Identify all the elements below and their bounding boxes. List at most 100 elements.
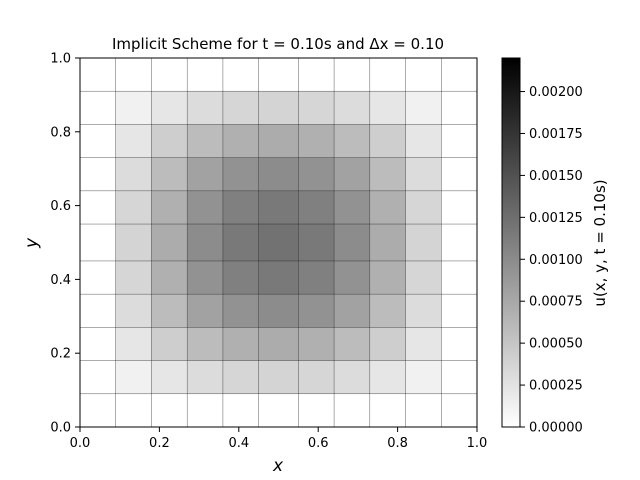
heatmap-cell <box>115 224 152 261</box>
heatmap-cell <box>405 260 442 295</box>
colorbar-tick-label: 0.00125 <box>529 211 583 226</box>
heatmap-cell <box>405 393 442 427</box>
heatmap-cell <box>258 190 299 225</box>
heatmap-cell <box>115 124 152 158</box>
heatmap-cell <box>258 260 299 295</box>
heatmap-cell <box>115 327 152 361</box>
heatmap-cell <box>80 327 116 361</box>
heatmap-cell <box>258 224 299 261</box>
heatmap-cell <box>298 327 335 361</box>
heatmap-cell <box>151 393 188 427</box>
heatmap-cell <box>334 327 370 361</box>
colorbar-tick-label: 0.00075 <box>529 295 583 310</box>
heatmap-cell <box>222 190 259 225</box>
x-tick-label: 0.8 <box>387 436 408 451</box>
heatmap-cell <box>334 124 370 158</box>
heatmap-cell <box>369 260 406 295</box>
heatmap-cell <box>405 124 442 158</box>
y-tick-label: 0.4 <box>50 273 71 288</box>
heatmap-cell <box>369 360 406 394</box>
heatmap-cell <box>222 294 259 328</box>
heatmap-cell <box>334 224 370 261</box>
heatmap-cell <box>258 360 299 394</box>
heatmap-cell <box>405 360 442 394</box>
heatmap-cell <box>222 58 259 92</box>
heatmap-cell <box>369 157 406 191</box>
heatmap-cell <box>222 224 259 261</box>
heatmap-cell <box>187 157 223 191</box>
heatmap-cell <box>405 190 442 225</box>
heatmap-cell <box>80 224 116 261</box>
heatmap-cell <box>369 294 406 328</box>
heatmap-cell <box>369 190 406 225</box>
heatmap-cells <box>80 58 477 427</box>
heatmap-cell <box>405 91 442 125</box>
heatmap-cell <box>151 260 188 295</box>
heatmap-cell <box>187 91 223 125</box>
heatmap-cell <box>222 124 259 158</box>
y-tick-label: 0.6 <box>50 199 71 214</box>
heatmap-cell <box>441 294 477 328</box>
heatmap-cell <box>187 224 223 261</box>
heatmap-cell <box>405 58 442 92</box>
colorbar <box>501 57 521 428</box>
heatmap-cell <box>222 157 259 191</box>
heatmap-cell <box>369 327 406 361</box>
heatmap-cell <box>298 393 335 427</box>
heatmap-cell <box>151 327 188 361</box>
heatmap-cell <box>369 393 406 427</box>
heatmap-cell <box>298 360 335 394</box>
heatmap-cell <box>151 157 188 191</box>
colorbar-tick-label: 0.00050 <box>529 337 583 352</box>
y-axis-label: y <box>22 237 42 249</box>
heatmap-cell <box>334 260 370 295</box>
x-tick-label: 0.2 <box>149 436 170 451</box>
heatmap-cell <box>258 124 299 158</box>
plot-frame <box>79 57 478 428</box>
heatmap-cell <box>151 224 188 261</box>
y-tick-label: 1.0 <box>50 52 71 67</box>
heatmap-cell <box>298 224 335 261</box>
heatmap-cell <box>258 327 299 361</box>
heatmap-cell <box>187 294 223 328</box>
x-tick-label: 0.6 <box>308 436 329 451</box>
y-axis: 0.0 0.2 0.4 0.6 0.8 1.0 <box>50 52 80 436</box>
x-tick-label: 0.4 <box>228 436 249 451</box>
heatmap-cell <box>187 190 223 225</box>
colorbar-tick-label: 0.00000 <box>529 421 583 436</box>
heatmap-cell <box>80 157 116 191</box>
colorbar-label: u(x, y, t = 0.10s) <box>591 179 609 306</box>
y-tick-label: 0.8 <box>50 125 71 140</box>
heatmap-cell <box>151 360 188 394</box>
heatmap-cell <box>298 124 335 158</box>
heatmap-cell <box>187 393 223 427</box>
heatmap-cell <box>405 157 442 191</box>
heatmap-cell <box>334 360 370 394</box>
heatmap-cell <box>115 294 152 328</box>
colorbar-ticks: 0.00000 0.00025 0.00050 0.00075 0.00100 0.001… <box>520 85 583 436</box>
heatmap-cell <box>80 393 116 427</box>
heatmap-cell <box>151 91 188 125</box>
heatmap-cell <box>115 157 152 191</box>
heatmap-cell <box>222 393 259 427</box>
heatmap-cell <box>369 224 406 261</box>
heatmap-cell <box>258 58 299 92</box>
heatmap-cell <box>187 327 223 361</box>
heatmap-cell <box>80 190 116 225</box>
heatmap-cell <box>151 58 188 92</box>
heatmap-cell <box>405 294 442 328</box>
heatmap-cell <box>258 157 299 191</box>
heatmap-cell <box>298 294 335 328</box>
heatmap-cell <box>298 58 335 92</box>
heatmap-cell <box>441 190 477 225</box>
colorbar-tick-label: 0.00150 <box>529 169 583 184</box>
heatmap-cell <box>115 190 152 225</box>
y-tick-label: 0.0 <box>50 421 71 436</box>
heatmap-cell <box>115 393 152 427</box>
heatmap-cell <box>441 157 477 191</box>
heatmap-cell <box>80 360 116 394</box>
heatmap-cell <box>298 91 335 125</box>
heatmap-cell <box>441 124 477 158</box>
heatmap-cell <box>298 190 335 225</box>
y-tick-label: 0.2 <box>50 347 71 362</box>
